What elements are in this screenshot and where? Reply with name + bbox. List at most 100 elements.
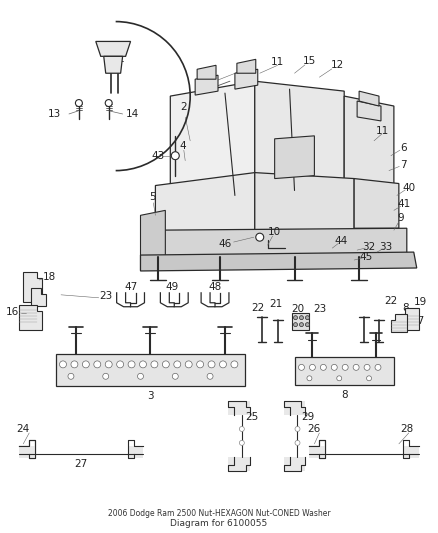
Text: 9: 9 [398,213,404,223]
Text: 13: 13 [48,109,61,119]
Text: 2006 Dodge Ram 2500 Nut-HEXAGON Nut-CONED Washer: 2006 Dodge Ram 2500 Nut-HEXAGON Nut-CONE… [108,509,330,518]
Polygon shape [127,446,144,458]
Polygon shape [141,252,417,271]
Circle shape [353,365,359,370]
Circle shape [75,100,82,107]
Text: 19: 19 [414,297,427,307]
Circle shape [174,361,181,368]
Text: 20: 20 [291,304,304,314]
Circle shape [68,373,74,379]
Circle shape [342,365,348,370]
Polygon shape [19,446,35,458]
Text: 14: 14 [126,109,139,119]
Polygon shape [96,42,131,56]
Text: 12: 12 [331,60,344,70]
Text: 33: 33 [379,242,392,252]
Circle shape [207,373,213,379]
Circle shape [295,440,300,446]
Polygon shape [294,358,394,385]
Circle shape [375,365,381,370]
Polygon shape [228,401,250,415]
Polygon shape [235,69,258,89]
Text: 25: 25 [245,412,258,422]
Circle shape [105,361,112,368]
Circle shape [162,361,170,368]
Text: 24: 24 [17,424,30,434]
Text: 1: 1 [244,63,251,73]
Text: 22: 22 [251,303,265,313]
Text: 41: 41 [397,199,410,209]
Circle shape [105,100,112,107]
Polygon shape [19,305,42,329]
Circle shape [140,361,146,368]
Polygon shape [354,179,399,228]
Text: 4: 4 [180,141,187,151]
Polygon shape [283,457,305,471]
Polygon shape [56,354,245,386]
Text: Diagram for 6100055: Diagram for 6100055 [170,519,268,528]
Circle shape [185,361,192,368]
Circle shape [305,322,309,327]
Text: 6: 6 [400,143,407,153]
Text: 27: 27 [74,459,88,469]
Circle shape [256,233,264,241]
Polygon shape [309,446,325,458]
Circle shape [219,361,226,368]
Text: 10: 10 [268,227,281,237]
Circle shape [128,361,135,368]
Text: 17: 17 [412,316,425,326]
Polygon shape [155,173,255,243]
Text: 18: 18 [43,272,57,282]
Circle shape [138,373,144,379]
Circle shape [71,361,78,368]
Circle shape [172,373,178,379]
Polygon shape [148,228,407,257]
Text: 2: 2 [180,102,187,112]
Circle shape [305,316,309,320]
Polygon shape [344,96,394,200]
Text: 8: 8 [403,303,409,313]
Circle shape [307,376,312,381]
Circle shape [240,426,244,431]
Polygon shape [104,56,123,73]
Polygon shape [255,173,354,230]
Text: 43: 43 [152,151,165,161]
Text: 45: 45 [360,252,373,262]
Text: 28: 28 [400,424,413,434]
Polygon shape [275,136,314,179]
Circle shape [103,373,109,379]
Circle shape [94,361,101,368]
Polygon shape [141,211,165,270]
Text: 40: 40 [402,182,415,192]
Circle shape [364,365,370,370]
Text: 11: 11 [271,58,284,67]
Text: 15: 15 [303,56,316,66]
Circle shape [309,365,315,370]
Polygon shape [23,272,42,302]
Polygon shape [170,81,255,211]
Circle shape [367,376,371,381]
Polygon shape [359,91,379,106]
Polygon shape [357,101,381,121]
Circle shape [208,361,215,368]
Circle shape [337,376,342,381]
Circle shape [82,361,89,368]
Text: 48: 48 [208,282,222,292]
Circle shape [331,365,337,370]
Polygon shape [197,65,216,79]
Circle shape [295,426,300,431]
Polygon shape [401,308,419,329]
Circle shape [171,152,179,160]
Circle shape [300,322,304,327]
Text: 5: 5 [149,192,156,203]
Text: 46: 46 [218,239,232,249]
Text: 8: 8 [341,390,347,400]
Circle shape [293,316,297,320]
Text: 32: 32 [362,242,376,252]
Text: 21: 21 [269,299,282,309]
Circle shape [197,361,204,368]
Polygon shape [283,401,305,415]
Circle shape [320,365,326,370]
Circle shape [240,440,244,446]
Circle shape [60,361,67,368]
